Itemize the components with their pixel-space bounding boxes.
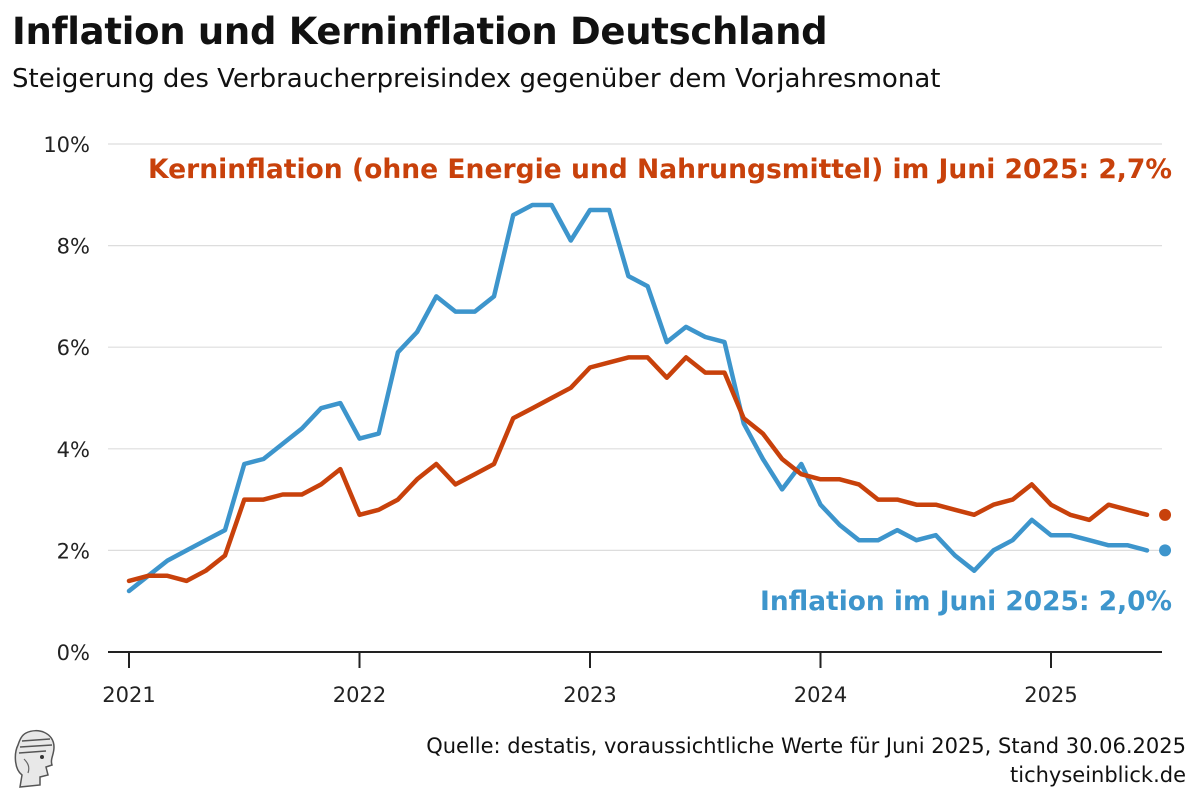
tichys-einblick-logo-icon [14, 729, 55, 788]
inflation-annotation: Inflation im Juni 2025: 2,0% [760, 586, 1172, 617]
y-tick-label: 8% [57, 235, 90, 259]
gridlines [108, 143, 1162, 552]
x-tick-label: 2023 [563, 683, 616, 707]
core-line [126, 355, 1150, 584]
y-tick-label: 10% [43, 133, 90, 157]
chart-title: Inflation und Kerninflation Deutschland [12, 10, 828, 53]
y-tick-label: 2% [57, 539, 90, 563]
x-tick-label: 2021 [102, 683, 155, 707]
chart-subtitle: Steigerung des Verbraucherpreisindex geg… [12, 64, 941, 94]
series-lines [126, 202, 1172, 594]
x-tick-label: 2024 [794, 683, 847, 707]
y-axis-ticks: 0% 2% 4% 6% 8% 10% [43, 133, 90, 665]
core-inflation-annotation: Kerninflation (ohne Energie und Nahrungs… [148, 154, 1172, 185]
y-tick-label: 4% [57, 438, 90, 462]
source-text: Quelle: destatis, voraussichtliche Werte… [426, 734, 1186, 758]
y-tick-label: 0% [57, 641, 90, 665]
site-name: tichyseinblick.de [1010, 763, 1186, 787]
inflation-line [126, 202, 1150, 594]
inflation-end-point [1159, 544, 1172, 557]
core-end-point [1159, 508, 1172, 521]
x-axis: 2021 2022 2023 2024 2025 [102, 651, 1162, 707]
source-note: Quelle: destatis, voraussichtliche Werte… [426, 732, 1186, 790]
y-tick-label: 6% [57, 336, 90, 360]
x-tick-label: 2025 [1024, 683, 1077, 707]
x-tick-label: 2022 [333, 683, 386, 707]
